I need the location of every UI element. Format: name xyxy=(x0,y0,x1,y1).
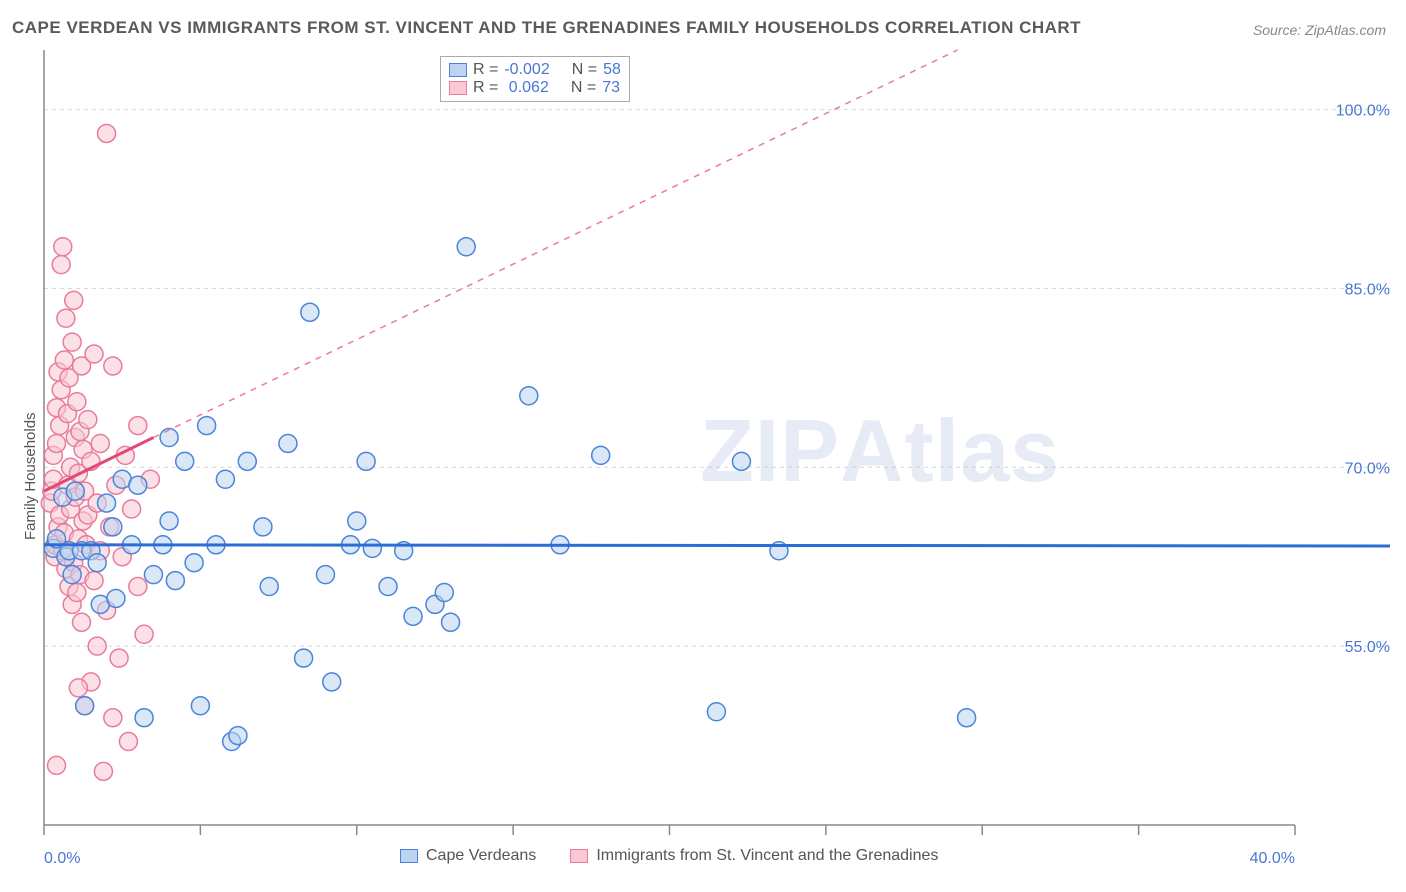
r-value-blue: -0.002 xyxy=(504,61,549,79)
svg-text:55.0%: 55.0% xyxy=(1345,639,1390,656)
legend-swatch-pink xyxy=(570,849,588,863)
n-label: N = xyxy=(571,79,596,97)
svg-text:40.0%: 40.0% xyxy=(1250,850,1295,867)
chart-svg: 55.0% 70.0% 85.0% 100.0% 0.0% 40.0% xyxy=(0,0,1406,892)
n-label: N = xyxy=(572,61,597,79)
chart-container: CAPE VERDEAN VS IMMIGRANTS FROM ST. VINC… xyxy=(0,0,1406,892)
r-value-pink: 0.062 xyxy=(504,79,549,97)
legend-label-pink: Immigrants from St. Vincent and the Gren… xyxy=(596,847,938,865)
stats-legend: R = -0.002 N = 58 R = 0.062 N = 73 xyxy=(440,56,630,102)
swatch-pink xyxy=(449,81,467,95)
r-label: R = xyxy=(473,79,498,97)
legend-swatch-blue xyxy=(400,849,418,863)
svg-text:100.0%: 100.0% xyxy=(1336,103,1390,120)
svg-text:85.0%: 85.0% xyxy=(1345,281,1390,298)
swatch-blue xyxy=(449,63,467,77)
svg-text:0.0%: 0.0% xyxy=(44,850,80,867)
r-label: R = xyxy=(473,61,498,79)
stats-row-pink: R = 0.062 N = 73 xyxy=(449,79,621,97)
n-value-blue: 58 xyxy=(603,61,621,79)
svg-text:70.0%: 70.0% xyxy=(1345,460,1390,477)
legend-label-blue: Cape Verdeans xyxy=(426,847,536,865)
stats-row-blue: R = -0.002 N = 58 xyxy=(449,61,621,79)
bottom-legend: Cape Verdeans Immigrants from St. Vincen… xyxy=(400,847,938,865)
n-value-pink: 73 xyxy=(602,79,620,97)
